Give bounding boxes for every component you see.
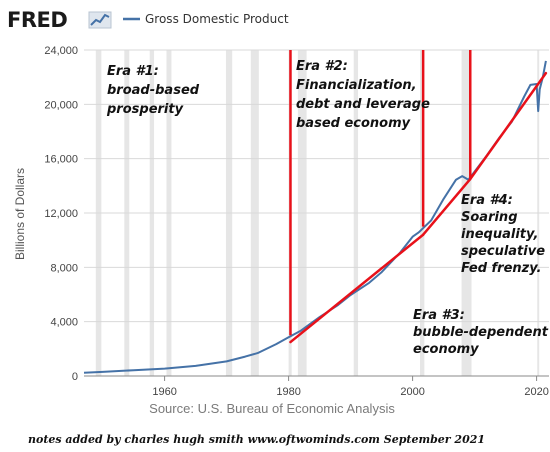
era-annotation-line: debt and leverage [296, 97, 430, 112]
y-tick-label: 4,000 [50, 317, 78, 329]
era-trend-line [421, 177, 472, 236]
era-trend-line [289, 233, 425, 344]
source-note: Source: U.S. Bureau of Economic Analysis [149, 401, 395, 416]
axes: 0 4,000 8,000 12,000 16,000 20,000 24,000 1960 1… [44, 45, 549, 398]
era-annotation-line: prosperity [106, 102, 184, 117]
y-tick-label: 12,000 [44, 208, 78, 220]
fred-logo-graph-icon [88, 11, 112, 29]
era-2-annotation: Era #2: Financialization, debt and leverag… [296, 59, 430, 131]
era-annotation-marks [289, 50, 548, 344]
y-axis-title: Billions of Dollars [13, 168, 27, 260]
era-1-annotation: Era #1: broad-based prosperity [106, 64, 200, 117]
y-tick-label: 8,000 [50, 262, 78, 274]
author-note: notes added by charles hugh smith www.of… [28, 433, 485, 446]
era-annotation-line: Era #3: [413, 308, 465, 323]
legend-series-label: Gross Domestic Product [145, 12, 289, 26]
y-tick-label: 16,000 [44, 154, 78, 166]
era-annotation-line: Financialization, [296, 78, 417, 93]
gdp-series-line [83, 60, 547, 374]
series-layer [83, 60, 547, 374]
era-annotation-line: broad-based [107, 83, 200, 98]
x-tick-label: 2020 [524, 386, 548, 398]
x-tick-label: 1960 [152, 386, 176, 398]
y-tick-label: 0 [72, 371, 78, 383]
era-annotation-line: Era #1: [107, 64, 159, 79]
era-annotation-line: based economy [296, 116, 411, 131]
era-annotation-line: speculative [461, 244, 545, 259]
era-trend-line [469, 71, 548, 181]
y-tick-label: 24,000 [44, 45, 78, 57]
era-annotation-line: Era #4: [461, 193, 513, 208]
era-annotation-line: Soaring [461, 210, 518, 225]
era-3-annotation: Era #3: bubble-dependent economy [413, 308, 549, 357]
era-4-annotation: Era #4: Soaring inequality, speculative Fed … [461, 193, 545, 276]
era-annotation-line: bubble-dependent [413, 325, 549, 340]
era-annotations: Era #1: broad-based prosperity Era #2: Finan… [106, 59, 549, 357]
y-tick-label: 20,000 [44, 99, 78, 111]
era-annotation-line: inequality, [461, 227, 538, 242]
x-tick-label: 1980 [276, 386, 300, 398]
era-annotation-line: Era #2: [296, 59, 348, 74]
x-tick-label: 2000 [400, 386, 424, 398]
fred-logo[interactable]: FRED [7, 8, 112, 32]
era-annotation-line: Fed frenzy. [461, 261, 541, 276]
era-annotation-line: economy [413, 342, 479, 357]
fred-logo-text: FRED [7, 8, 67, 32]
